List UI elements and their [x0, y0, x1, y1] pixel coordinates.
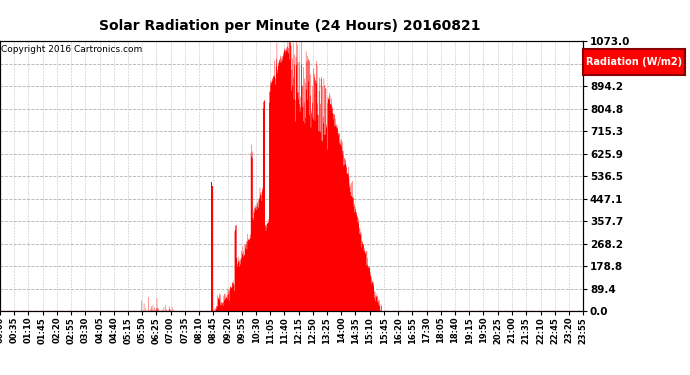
Text: Solar Radiation per Minute (24 Hours) 20160821: Solar Radiation per Minute (24 Hours) 20… — [99, 19, 480, 33]
Text: Copyright 2016 Cartronics.com: Copyright 2016 Cartronics.com — [1, 45, 142, 54]
Text: Radiation (W/m2): Radiation (W/m2) — [586, 57, 682, 67]
